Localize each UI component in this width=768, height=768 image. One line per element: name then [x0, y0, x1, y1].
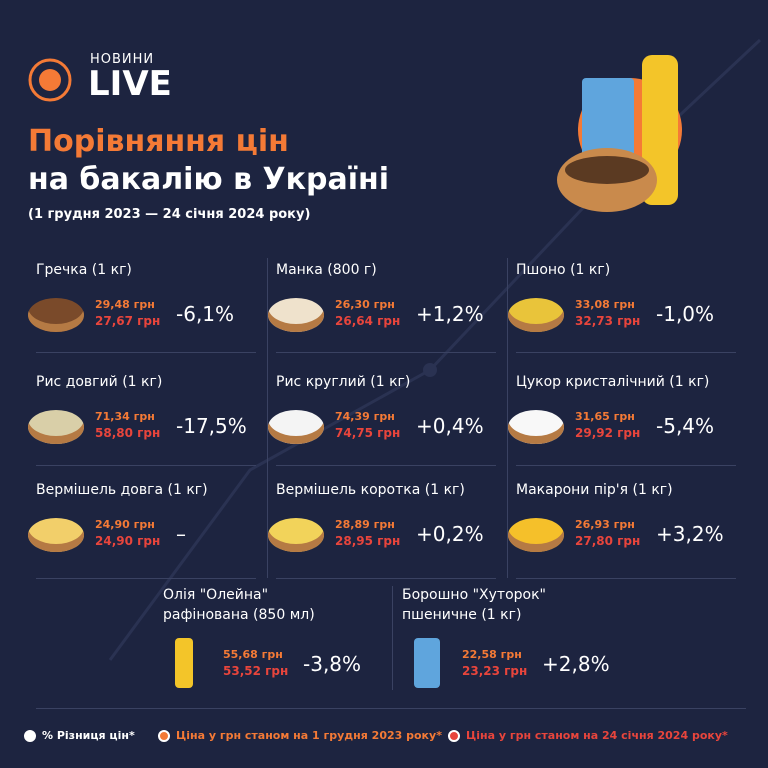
column-divider [392, 586, 393, 690]
price-jan: 32,73 грн [575, 314, 641, 328]
separator [36, 578, 256, 579]
price-dec: 33,08 грн [575, 298, 635, 311]
price-dec: 55,68 грн [223, 648, 283, 661]
item-name: Гречка (1 кг) [36, 262, 132, 278]
title-period: (1 грудня 2023 — 24 січня 2024 року) [28, 207, 311, 222]
item-name: Рис круглий (1 кг) [276, 374, 411, 390]
item-name: пшеничне (1 кг) [402, 607, 522, 623]
product-image [414, 638, 440, 688]
price-dec: 26,93 грн [575, 518, 635, 531]
product-image [268, 298, 324, 332]
legend-label: Ціна у грн станом на 1 грудня 2023 року* [176, 729, 442, 742]
price-change: +0,4% [416, 414, 484, 438]
price-dec: 29,48 грн [95, 298, 155, 311]
price-change: +3,2% [656, 522, 724, 546]
separator [516, 465, 736, 466]
legend-dot [158, 730, 170, 742]
price-dec: 24,90 грн [95, 518, 155, 531]
item-name: Вермішель довга (1 кг) [36, 482, 208, 498]
column-divider [267, 258, 268, 578]
separator [516, 352, 736, 353]
product-image [175, 638, 193, 688]
item-name: Пшоно (1 кг) [516, 262, 611, 278]
legend-label: Ціна у грн станом на 24 січня 2024 року* [466, 729, 728, 742]
column-divider [507, 258, 508, 578]
price-jan: 58,80 грн [95, 426, 161, 440]
product-image [28, 298, 84, 332]
product-image [508, 298, 564, 332]
separator [516, 578, 736, 579]
product-image [28, 518, 84, 552]
item-name: Цукор кристалічний (1 кг) [516, 374, 710, 390]
separator [276, 578, 496, 579]
price-jan: 24,90 грн [95, 534, 161, 548]
product-image [508, 410, 564, 444]
price-jan: 23,23 грн [462, 664, 528, 678]
price-dec: 22,58 грн [462, 648, 522, 661]
price-change: +2,8% [542, 652, 610, 676]
price-change: – [176, 522, 186, 546]
price-change: -17,5% [176, 414, 247, 438]
item-name: Борошно "Хуторок" [402, 587, 546, 603]
price-change: +1,2% [416, 302, 484, 326]
item-name: Манка (800 г) [276, 262, 377, 278]
item-name: Рис довгий (1 кг) [36, 374, 163, 390]
price-dec: 26,30 грн [335, 298, 395, 311]
logo-main: LIVE [88, 64, 172, 104]
product-image [28, 410, 84, 444]
price-dec: 71,34 грн [95, 410, 155, 423]
product-image [268, 518, 324, 552]
price-jan: 27,80 грн [575, 534, 641, 548]
price-jan: 74,75 грн [335, 426, 401, 440]
price-change: -6,1% [176, 302, 235, 326]
logo-top: НОВИНИ [90, 52, 155, 67]
legend-dot [24, 730, 36, 742]
title-line2: на бакалію в Україні [28, 162, 390, 197]
legend-separator [36, 708, 746, 709]
title-line1: Порівняння цін [28, 124, 289, 159]
price-jan: 26,64 грн [335, 314, 401, 328]
item-name: Олія "Олейна" [163, 587, 269, 603]
product-image [268, 410, 324, 444]
price-jan: 27,67 грн [95, 314, 161, 328]
price-jan: 53,52 грн [223, 664, 289, 678]
item-name: Макарони пір'я (1 кг) [516, 482, 673, 498]
price-change: +0,2% [416, 522, 484, 546]
price-dec: 31,65 грн [575, 410, 635, 423]
item-name: Вермішель коротка (1 кг) [276, 482, 465, 498]
price-change: -1,0% [656, 302, 715, 326]
price-change: -3,8% [303, 652, 362, 676]
price-change: -5,4% [656, 414, 715, 438]
legend-label: % Різниця цін* [42, 729, 135, 742]
price-jan: 28,95 грн [335, 534, 401, 548]
price-dec: 74,39 грн [335, 410, 395, 423]
price-jan: 29,92 грн [575, 426, 641, 440]
separator [36, 465, 256, 466]
separator [276, 352, 496, 353]
separator [276, 465, 496, 466]
separator [36, 352, 256, 353]
price-dec: 28,89 грн [335, 518, 395, 531]
legend-dot [448, 730, 460, 742]
item-name: рафінована (850 мл) [163, 607, 315, 623]
product-image [508, 518, 564, 552]
